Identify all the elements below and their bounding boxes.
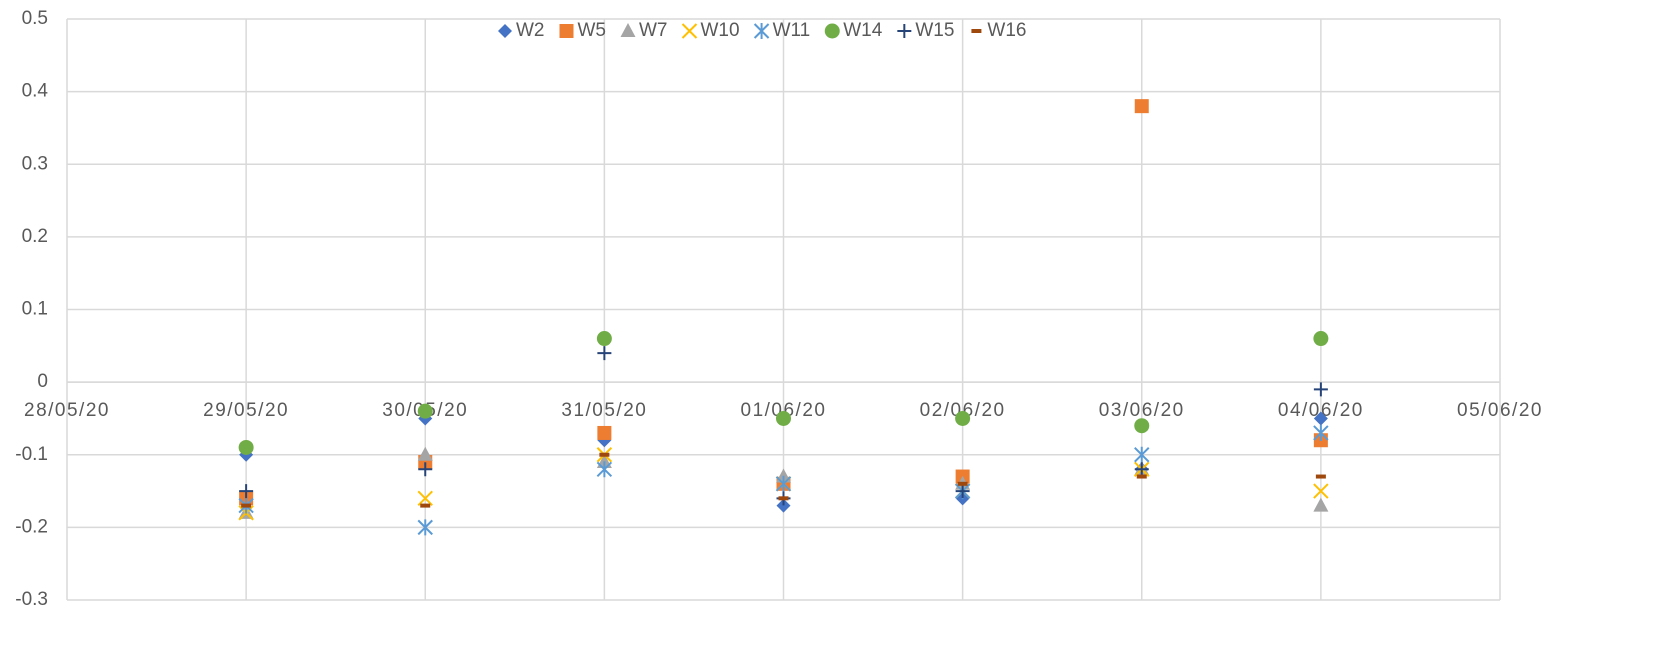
x-tick-label: 05/06/20: [1457, 400, 1543, 421]
marker: [238, 439, 254, 455]
marker: [418, 462, 433, 477]
marker: [1134, 418, 1150, 434]
legend-label: W7: [639, 20, 668, 41]
marker: [417, 403, 433, 419]
x-tick-label: 03/06/20: [1099, 400, 1185, 421]
marker: [1134, 99, 1149, 114]
legend-label: W5: [578, 20, 607, 41]
y-tick-label: 0.4: [22, 81, 49, 102]
marker: [1313, 424, 1329, 441]
marker: [955, 410, 971, 426]
legend-marker: [498, 24, 512, 38]
marker: [417, 490, 433, 507]
legend-item: W15: [897, 20, 954, 41]
legend-label: W10: [701, 20, 740, 41]
legend-item: W14: [824, 20, 883, 41]
legend-label: W15: [915, 20, 954, 41]
marker: [239, 484, 254, 499]
legend-marker: [559, 24, 574, 38]
legend-marker: [620, 23, 636, 37]
marker: [776, 410, 791, 426]
marker: [417, 446, 433, 461]
marker: [417, 519, 433, 536]
marker: [1134, 446, 1150, 463]
y-tick-label: 0.1: [22, 299, 48, 320]
marker: [1313, 483, 1329, 499]
marker: [955, 484, 970, 499]
marker: [1313, 497, 1329, 512]
legend-item: W10: [681, 20, 740, 41]
marker: [1313, 382, 1328, 397]
legend-marker: [753, 23, 770, 39]
legend-item: W11: [753, 20, 811, 41]
marker: [1136, 474, 1147, 479]
marker: [597, 346, 612, 361]
y-tick-label: 0.2: [22, 226, 48, 247]
y-tick-label: -0.3: [15, 589, 48, 610]
legend-marker: [824, 23, 840, 39]
legend-marker: [681, 23, 698, 39]
marker: [599, 452, 610, 457]
marker: [420, 503, 431, 508]
marker: [776, 498, 791, 513]
y-tick-label: 0.5: [22, 8, 48, 29]
marker: [596, 461, 613, 478]
x-tick-label: 31/05/20: [561, 400, 647, 421]
marker: [778, 496, 789, 501]
marker: [1313, 331, 1329, 347]
x-tick-label: 01/06/20: [741, 400, 827, 421]
y-tick-label: -0.1: [15, 444, 48, 465]
marker: [1313, 411, 1328, 426]
x-tick-label: 04/06/20: [1278, 400, 1364, 421]
x-tick-label: 02/06/20: [920, 400, 1006, 421]
x-tick-label: 29/05/20: [203, 400, 289, 421]
marker: [1134, 462, 1149, 477]
marker: [1315, 474, 1326, 479]
marker: [775, 475, 792, 492]
legend-item: W2: [498, 20, 545, 41]
legend-item: W5: [559, 20, 607, 41]
legend-marker: [971, 29, 982, 33]
legend-marker: [897, 24, 912, 38]
x-tick-label: 28/05/20: [24, 400, 110, 421]
marker: [957, 481, 968, 486]
y-tick-label: -0.2: [15, 516, 48, 537]
marker: [597, 425, 612, 440]
legend-label: W16: [987, 20, 1026, 41]
legend-label: W14: [843, 20, 883, 41]
legend-item: W16: [971, 20, 1026, 41]
legend-label: W11: [773, 20, 811, 41]
y-tick-label: 0.3: [22, 153, 48, 174]
marker: [241, 503, 252, 508]
marker: [596, 331, 612, 347]
legend-item: W7: [620, 20, 668, 41]
legend-label: W2: [516, 20, 545, 41]
y-tick-label: 0: [37, 371, 48, 392]
